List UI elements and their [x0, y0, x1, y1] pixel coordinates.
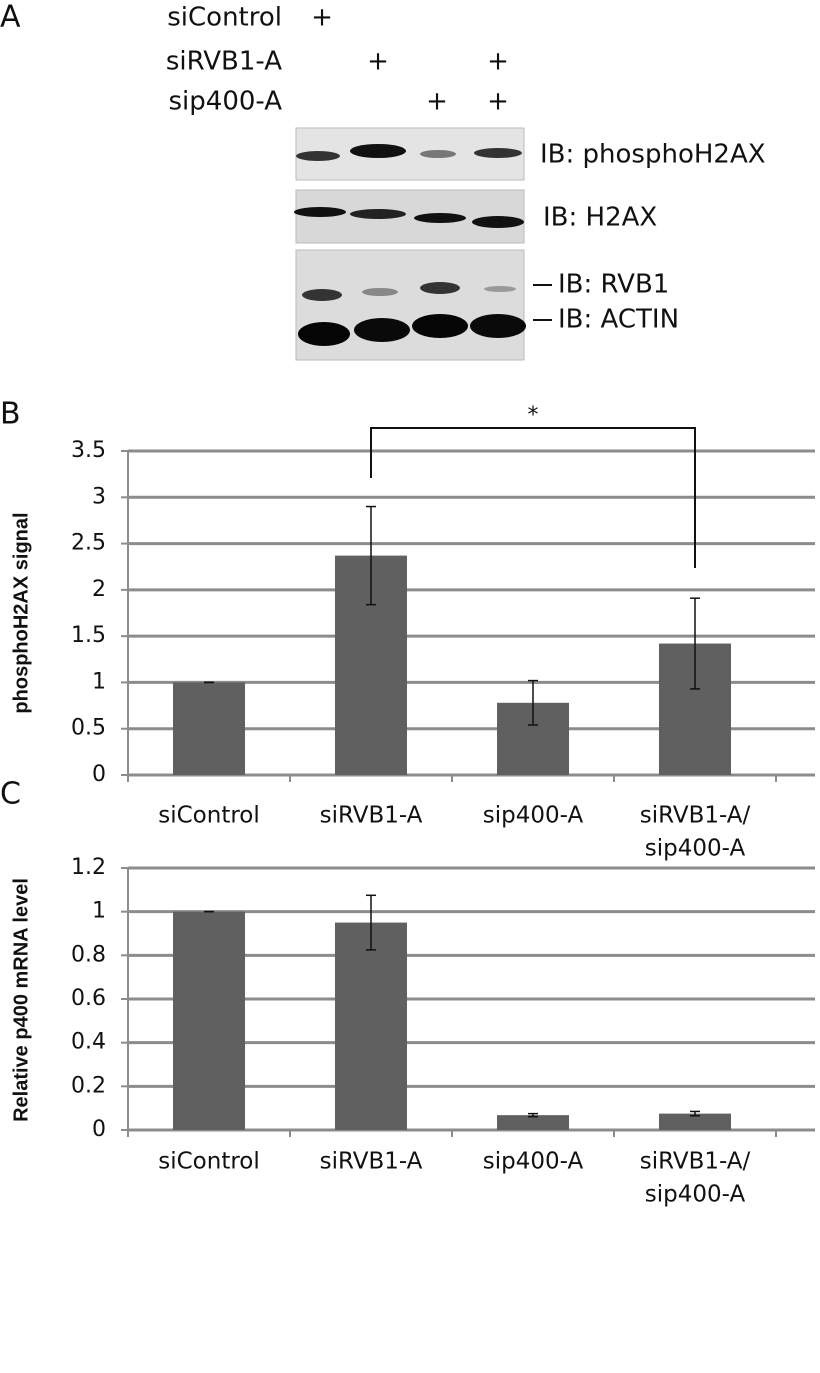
band-label: IB: RVB1	[558, 270, 669, 300]
band-label: IB: ACTIN	[558, 305, 679, 335]
blot-band	[414, 213, 466, 223]
blot-band	[294, 207, 346, 217]
band-label: IB: H2AX	[543, 203, 657, 233]
blot-band	[354, 318, 410, 342]
blot-band	[484, 286, 516, 292]
blot-box	[295, 189, 525, 244]
condition-mark: +	[487, 47, 509, 77]
band-label: IB: phosphoH2AX	[540, 140, 766, 170]
y-tick-label: 0.8	[71, 942, 106, 967]
blot-band	[420, 282, 460, 294]
y-tick-label: 1.2	[71, 855, 106, 880]
condition-label: siRVB1-A	[166, 47, 282, 77]
condition-label: siControl	[167, 3, 282, 33]
panel-label: C	[0, 777, 21, 812]
bar	[659, 1113, 731, 1130]
y-tick-label: 0.6	[71, 986, 106, 1011]
y-tick-label: 1	[92, 899, 106, 924]
bar	[497, 1115, 569, 1130]
bar	[173, 911, 245, 1130]
x-tick-label: siRVB1-A/	[640, 803, 751, 829]
x-tick-label: siRVB1-A	[320, 1149, 423, 1175]
y-axis-label: Relative p400 mRNA level	[10, 878, 32, 1122]
blot-band	[302, 289, 342, 301]
y-tick-label: 0.4	[71, 1030, 106, 1055]
blot-band	[472, 216, 524, 228]
panel-label: B	[0, 397, 21, 432]
blot-band	[362, 288, 398, 296]
y-axis-label: phosphoH2AX signal	[10, 512, 32, 713]
condition-mark: +	[311, 3, 333, 33]
x-tick-label: sip400-A	[645, 836, 746, 862]
y-tick-label: 0	[92, 1117, 106, 1142]
condition-mark: +	[426, 87, 448, 117]
x-tick-label: siControl	[158, 803, 260, 829]
blot-band	[350, 209, 406, 219]
x-tick-label: siRVB1-A/	[640, 1149, 751, 1175]
y-tick-label: 0.2	[71, 1073, 106, 1098]
blot-band	[470, 314, 526, 338]
panel-label: A	[0, 0, 21, 35]
y-tick-label: 0.5	[71, 716, 106, 741]
x-tick-label: sip400-A	[645, 1182, 746, 1208]
y-tick-label: 2.5	[71, 531, 106, 556]
condition-label: sip400-A	[169, 87, 283, 117]
bar	[335, 922, 407, 1130]
condition-mark: +	[367, 47, 389, 77]
blot-band	[296, 151, 340, 161]
x-tick-label: sip400-A	[483, 803, 584, 829]
x-tick-label: siControl	[158, 1149, 260, 1175]
blot-band	[420, 150, 456, 158]
y-tick-label: 3.5	[71, 438, 106, 463]
significance-bracket	[370, 427, 696, 568]
blot-band	[412, 314, 468, 338]
condition-mark: +	[487, 87, 509, 117]
y-tick-label: 0	[92, 762, 106, 787]
y-tick-label: 1	[92, 669, 106, 694]
y-tick-label: 1.5	[71, 623, 106, 648]
y-tick-label: 3	[92, 484, 106, 509]
blot-band	[474, 148, 522, 158]
y-tick-label: 2	[92, 577, 106, 602]
bar	[173, 682, 245, 775]
blot-band	[298, 322, 350, 346]
x-tick-label: sip400-A	[483, 1149, 584, 1175]
x-tick-label: siRVB1-A	[320, 803, 423, 829]
significance-label: *	[528, 403, 539, 428]
blot-panel: A IB: phosphoH2AX IB: H2AX IB: RVB1 IB: …	[0, 0, 766, 361]
blot-band	[350, 144, 406, 158]
